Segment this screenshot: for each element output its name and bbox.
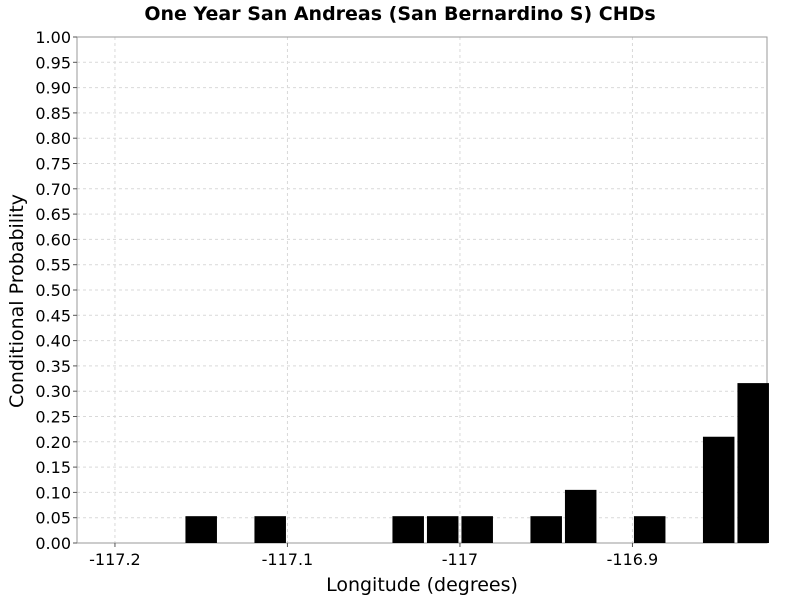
y-tick-label: 0.75 bbox=[35, 155, 71, 174]
y-tick-label: 0.65 bbox=[35, 205, 71, 224]
y-tick-label: 0.05 bbox=[35, 509, 71, 528]
y-tick-label: 0.25 bbox=[35, 408, 71, 427]
x-axis-label: Longitude (degrees) bbox=[326, 574, 518, 596]
y-tick-label: 0.15 bbox=[35, 458, 71, 477]
y-tick-label: 0.20 bbox=[35, 433, 71, 452]
chart-title: One Year San Andreas (San Bernardino S) … bbox=[144, 3, 655, 25]
x-tick-label: -117.1 bbox=[262, 550, 314, 569]
x-tick-label: -117 bbox=[442, 550, 478, 569]
y-tick-label: 0.30 bbox=[35, 382, 71, 401]
y-tick-label: 0.45 bbox=[35, 306, 71, 325]
bar bbox=[392, 516, 424, 543]
bar bbox=[461, 516, 493, 543]
y-tick-label: 0.80 bbox=[35, 129, 71, 148]
y-tick-label: 0.60 bbox=[35, 230, 71, 249]
y-tick-label: 0.40 bbox=[35, 332, 71, 351]
bar bbox=[530, 516, 562, 543]
y-tick-label: 0.85 bbox=[35, 104, 71, 123]
y-axis-label: Conditional Probability bbox=[6, 194, 28, 408]
bar bbox=[564, 489, 597, 543]
bars bbox=[185, 383, 769, 543]
bar bbox=[254, 516, 286, 543]
bar bbox=[633, 516, 666, 543]
y-tick-label: 0.90 bbox=[35, 79, 71, 98]
y-tick-label: 0.50 bbox=[35, 281, 71, 300]
bar bbox=[185, 516, 217, 543]
y-tick-label: 0.70 bbox=[35, 180, 71, 199]
x-tick-label: -116.9 bbox=[607, 550, 659, 569]
x-tick-label: -117.2 bbox=[89, 550, 141, 569]
y-tick-label: 0.95 bbox=[35, 53, 71, 72]
y-tick-label: 0.00 bbox=[35, 534, 71, 553]
y-tick-label: 1.00 bbox=[35, 28, 71, 47]
y-tick-label: 0.10 bbox=[35, 483, 71, 502]
y-tick-label: 0.55 bbox=[35, 256, 71, 275]
y-tick-label: 0.35 bbox=[35, 357, 71, 376]
bar bbox=[737, 383, 769, 543]
grid bbox=[77, 36, 767, 544]
bar bbox=[702, 436, 735, 543]
bar bbox=[426, 516, 459, 543]
y-axis-ticks: 0.00 0.05 0.10 0.15 0.20 0.25 0.30 0.35 0.40 0.45… bbox=[35, 28, 77, 553]
x-axis-ticks: -117.2 -117.1 -117 -116.9 bbox=[89, 543, 658, 569]
